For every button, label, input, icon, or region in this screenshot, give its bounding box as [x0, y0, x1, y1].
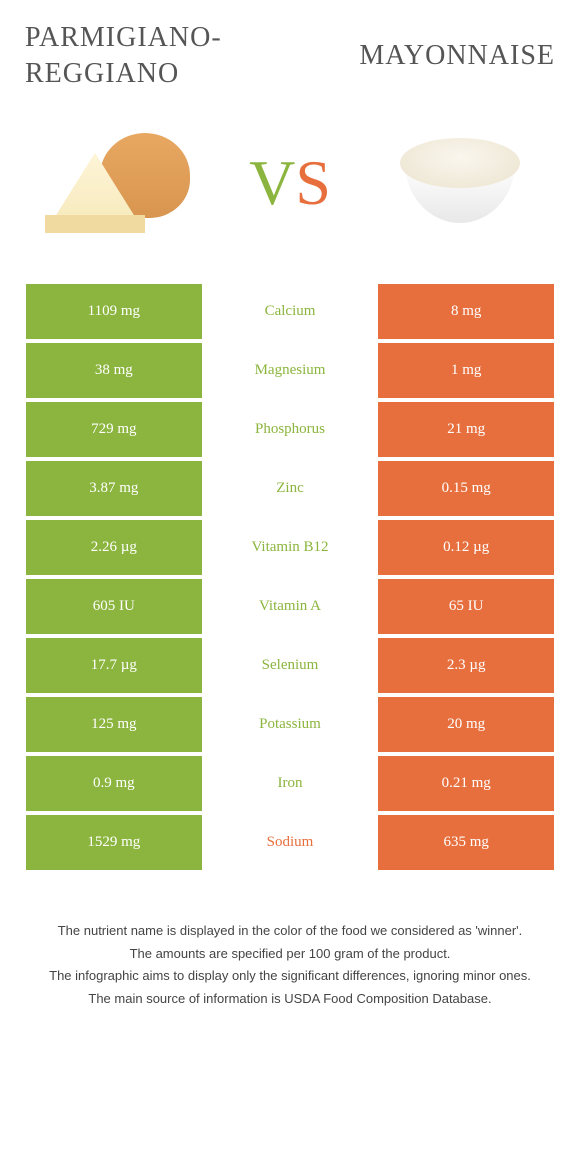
value-right: 20 mg: [378, 696, 555, 752]
table-row: 38 mgMagnesium1 mg: [26, 342, 555, 398]
value-right: 21 mg: [378, 401, 555, 457]
nutrient-table: 1109 mgCalcium8 mg38 mgMagnesium1 mg729 …: [25, 283, 555, 871]
value-right: 0.21 mg: [378, 755, 555, 811]
table-row: 3.87 mgZinc0.15 mg: [26, 460, 555, 516]
table-row: 1109 mgCalcium8 mg: [26, 283, 555, 339]
nutrient-name: Iron: [202, 755, 378, 811]
value-left: 2.26 µg: [26, 519, 203, 575]
nutrient-name: Zinc: [202, 460, 378, 516]
nutrient-name: Calcium: [202, 283, 378, 339]
footer-line: The nutrient name is displayed in the co…: [45, 921, 535, 942]
value-right: 0.15 mg: [378, 460, 555, 516]
value-left: 1529 mg: [26, 814, 203, 870]
mayo-illustration: [375, 123, 545, 243]
value-left: 729 mg: [26, 401, 203, 457]
infographic-container: PARMIGIANO-REGGIANO MAYONNAISE VS 1109 m…: [0, 0, 580, 1032]
hero-row: VS: [25, 123, 555, 243]
value-right: 0.12 µg: [378, 519, 555, 575]
vs-s: S: [295, 147, 331, 218]
value-right: 8 mg: [378, 283, 555, 339]
footer-notes: The nutrient name is displayed in the co…: [25, 921, 555, 1010]
value-right: 635 mg: [378, 814, 555, 870]
nutrient-name: Vitamin B12: [202, 519, 378, 575]
value-left: 0.9 mg: [26, 755, 203, 811]
footer-line: The infographic aims to display only the…: [45, 966, 535, 987]
nutrient-name: Vitamin A: [202, 578, 378, 634]
nutrient-name: Magnesium: [202, 342, 378, 398]
nutrient-name: Phosphorus: [202, 401, 378, 457]
nutrient-name: Sodium: [202, 814, 378, 870]
value-right: 2.3 µg: [378, 637, 555, 693]
vs-v: V: [249, 147, 295, 218]
value-left: 125 mg: [26, 696, 203, 752]
value-left: 1109 mg: [26, 283, 203, 339]
food-title-right: MAYONNAISE: [359, 40, 555, 72]
cheese-illustration: [35, 123, 205, 243]
table-row: 605 IUVitamin A65 IU: [26, 578, 555, 634]
table-row: 729 mgPhosphorus21 mg: [26, 401, 555, 457]
table-row: 0.9 mgIron0.21 mg: [26, 755, 555, 811]
value-left: 38 mg: [26, 342, 203, 398]
food-title-left: PARMIGIANO-REGGIANO: [25, 20, 222, 93]
value-right: 65 IU: [378, 578, 555, 634]
header: PARMIGIANO-REGGIANO MAYONNAISE: [25, 20, 555, 93]
table-row: 17.7 µgSelenium2.3 µg: [26, 637, 555, 693]
table-row: 2.26 µgVitamin B120.12 µg: [26, 519, 555, 575]
nutrient-name: Potassium: [202, 696, 378, 752]
footer-line: The main source of information is USDA F…: [45, 989, 535, 1010]
value-left: 605 IU: [26, 578, 203, 634]
value-left: 3.87 mg: [26, 460, 203, 516]
footer-line: The amounts are specified per 100 gram o…: [45, 944, 535, 965]
vs-label: VS: [249, 146, 331, 220]
table-row: 1529 mgSodium635 mg: [26, 814, 555, 870]
nutrient-name: Selenium: [202, 637, 378, 693]
value-left: 17.7 µg: [26, 637, 203, 693]
table-row: 125 mgPotassium20 mg: [26, 696, 555, 752]
value-right: 1 mg: [378, 342, 555, 398]
